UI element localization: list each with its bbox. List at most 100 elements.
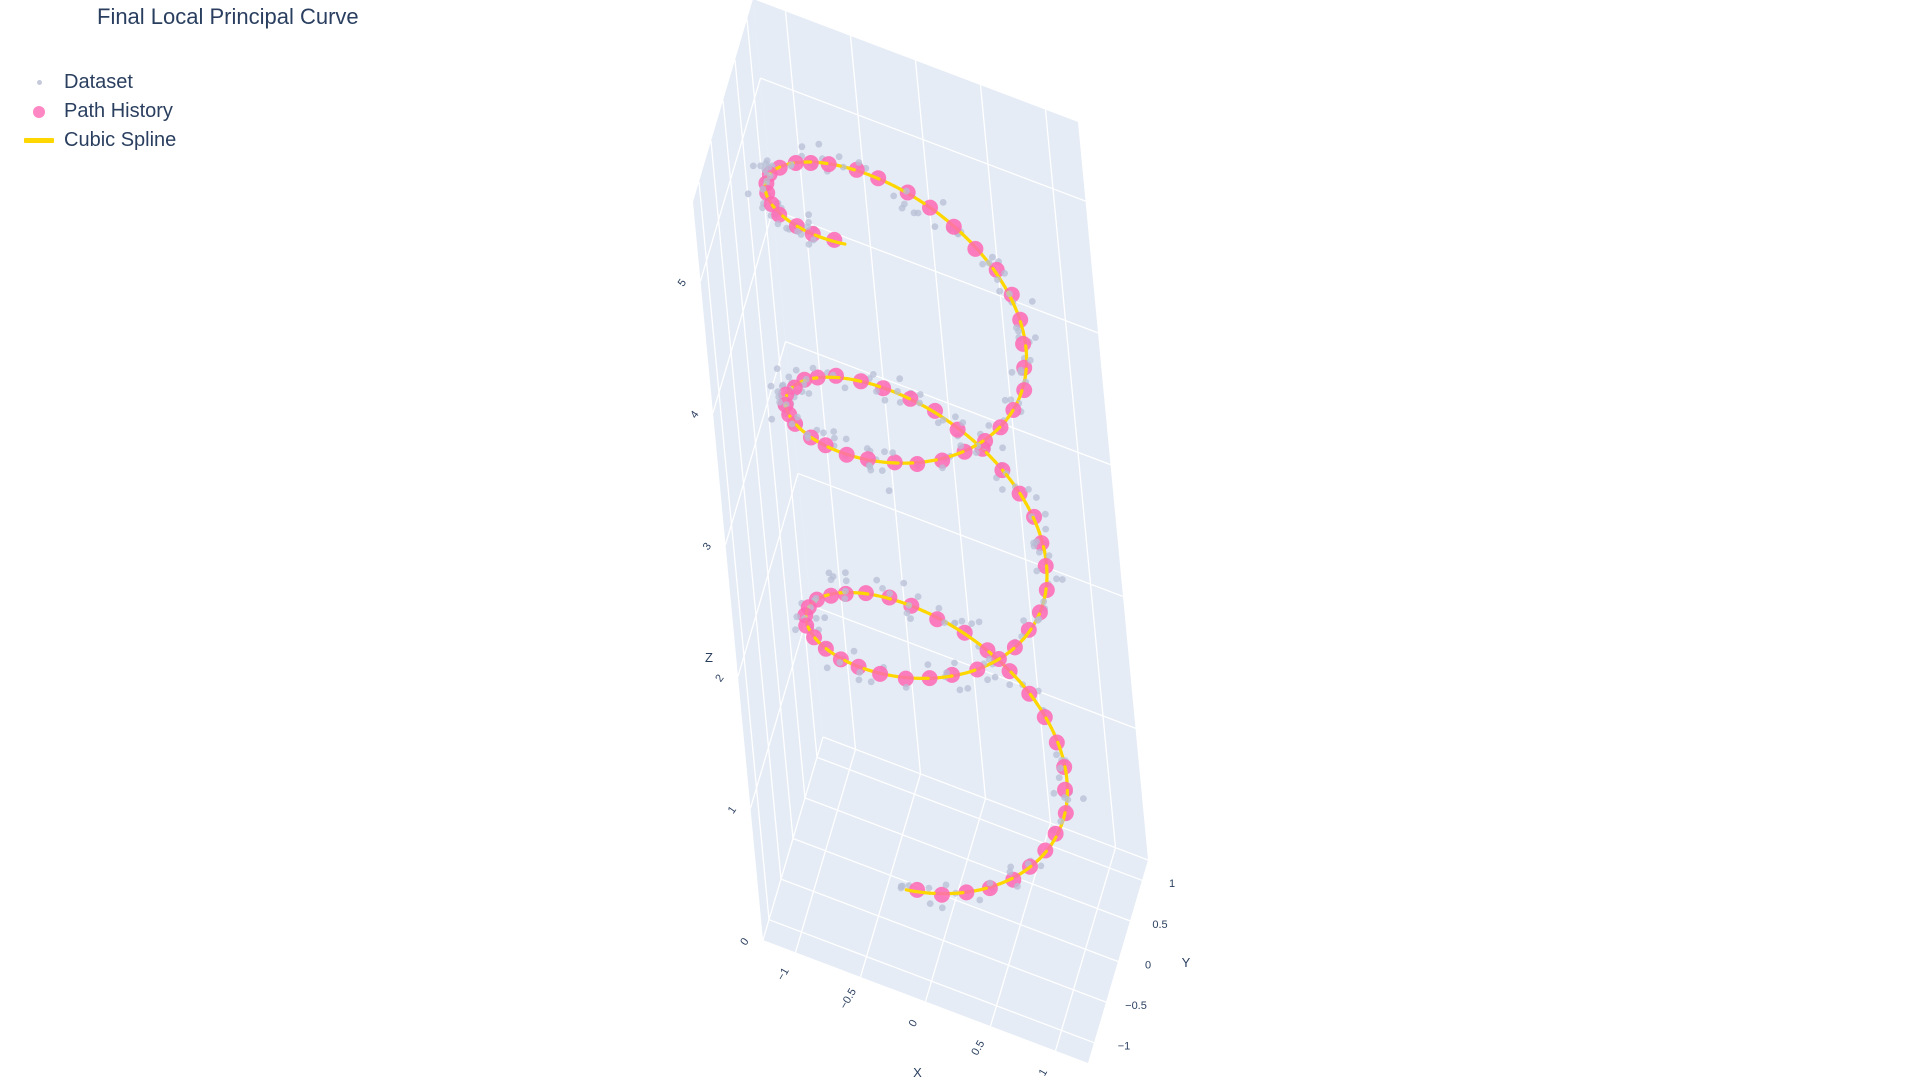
dataset-point (1037, 862, 1045, 870)
grid-line-y (792, 837, 1119, 963)
path-history-point (969, 661, 986, 678)
dataset-point (974, 442, 982, 450)
path-history-point (945, 218, 962, 235)
dataset-point (841, 384, 849, 392)
legend-item-dataset[interactable]: Dataset (22, 68, 176, 97)
dataset-point (985, 259, 993, 267)
legend-item-path-history[interactable]: Path History (22, 97, 176, 126)
dataset-point (827, 576, 835, 584)
dataset-point (825, 569, 833, 577)
dataset-point (1006, 868, 1014, 876)
dataset-point (856, 669, 864, 676)
dataset-point (999, 486, 1006, 493)
chart-title: Final Local Principal Curve (97, 4, 359, 29)
dataset-point (991, 673, 999, 681)
grid-line-y (804, 797, 1131, 922)
dataset-point (952, 413, 959, 421)
z-axis-title: Z (705, 650, 713, 665)
path-history-point (1031, 604, 1048, 621)
dataset-point (805, 240, 813, 248)
dataset-point (1006, 290, 1013, 298)
dataset-point (809, 364, 817, 372)
dataset-point (989, 253, 996, 261)
dataset-point (759, 185, 767, 193)
dataset-point (842, 569, 849, 577)
z-tick-label: 2 (713, 672, 726, 684)
dataset-point (1001, 269, 1008, 277)
path-history-point (771, 206, 788, 223)
dataset-point (1053, 751, 1060, 759)
dataset-point (914, 209, 922, 217)
grid-line-z (762, 736, 824, 941)
dataset-point (1053, 575, 1060, 583)
dataset-point (889, 449, 896, 456)
dataset-point (941, 619, 948, 626)
dataset-point (1034, 617, 1041, 624)
dataset-point (1033, 538, 1040, 546)
dataset-point (916, 391, 924, 398)
dataset-point (842, 435, 850, 443)
dataset-point (914, 593, 922, 600)
dataset-point (896, 375, 904, 383)
dataset-point (951, 659, 958, 667)
grid-line-z (797, 472, 1124, 598)
dataset-point (999, 444, 1006, 452)
dataset-point (802, 376, 810, 383)
dataset-point (855, 159, 863, 166)
dataset-point (972, 449, 980, 456)
legend-label-path-history: Path History (64, 100, 173, 122)
dataset-point (898, 204, 906, 212)
dataset-point (804, 223, 811, 231)
y-tick-label: −1 (1118, 1041, 1131, 1053)
dataset-point (985, 422, 993, 429)
grid-line-y (816, 756, 1143, 881)
path-history-point (981, 880, 998, 897)
dataset-point (1064, 796, 1072, 803)
x-tick-label: 0 (907, 1018, 920, 1029)
dataset-point (1007, 396, 1015, 404)
dataset-point (959, 419, 967, 426)
dataset-point (836, 659, 844, 666)
spline-segment (904, 888, 913, 893)
x-tick-label: 0.5 (969, 1038, 987, 1057)
y-tick-label: 0 (1145, 959, 1151, 971)
grid-line-y (698, 181, 770, 920)
dataset-point (1036, 548, 1043, 556)
dataset-point (1059, 576, 1066, 583)
path-history-point (848, 161, 865, 178)
dataset-point (794, 413, 801, 421)
dataset-point (890, 192, 898, 200)
dataset-point (767, 382, 775, 390)
dataset-point (773, 365, 781, 372)
z-tick-label: 4 (688, 409, 701, 421)
path-history-point (977, 433, 994, 449)
dataset-point (899, 882, 906, 890)
dataset-point (873, 388, 880, 395)
dataset-point (810, 236, 817, 244)
legend-item-cubic-spline[interactable]: Cubic Spline (22, 126, 176, 155)
dataset-point (924, 661, 932, 668)
path-history-point (988, 261, 1005, 278)
path-history-point (820, 156, 837, 173)
y-tick-label: 0.5 (1152, 919, 1167, 931)
x-tick-label: −1 (775, 966, 792, 983)
path-history-point (929, 611, 946, 628)
z-tick-label: 5 (676, 277, 689, 289)
dataset-point (842, 577, 850, 585)
dataset-point (1056, 764, 1064, 772)
dataset-point (855, 676, 863, 684)
grid-line-y (734, 59, 806, 798)
grid-line-y (780, 878, 1107, 1003)
dataset-point (768, 415, 776, 423)
dataset-point (785, 373, 793, 381)
dataset-point (1020, 617, 1027, 624)
dataset-marker-icon (22, 68, 56, 97)
path-history-point (909, 456, 926, 472)
dataset-point (788, 420, 796, 428)
path-history-point (1047, 825, 1064, 842)
dataset-point (903, 609, 911, 617)
path-history-marker-icon (22, 97, 56, 126)
dataset-point (1057, 817, 1065, 825)
grid-line-z (772, 209, 1099, 334)
